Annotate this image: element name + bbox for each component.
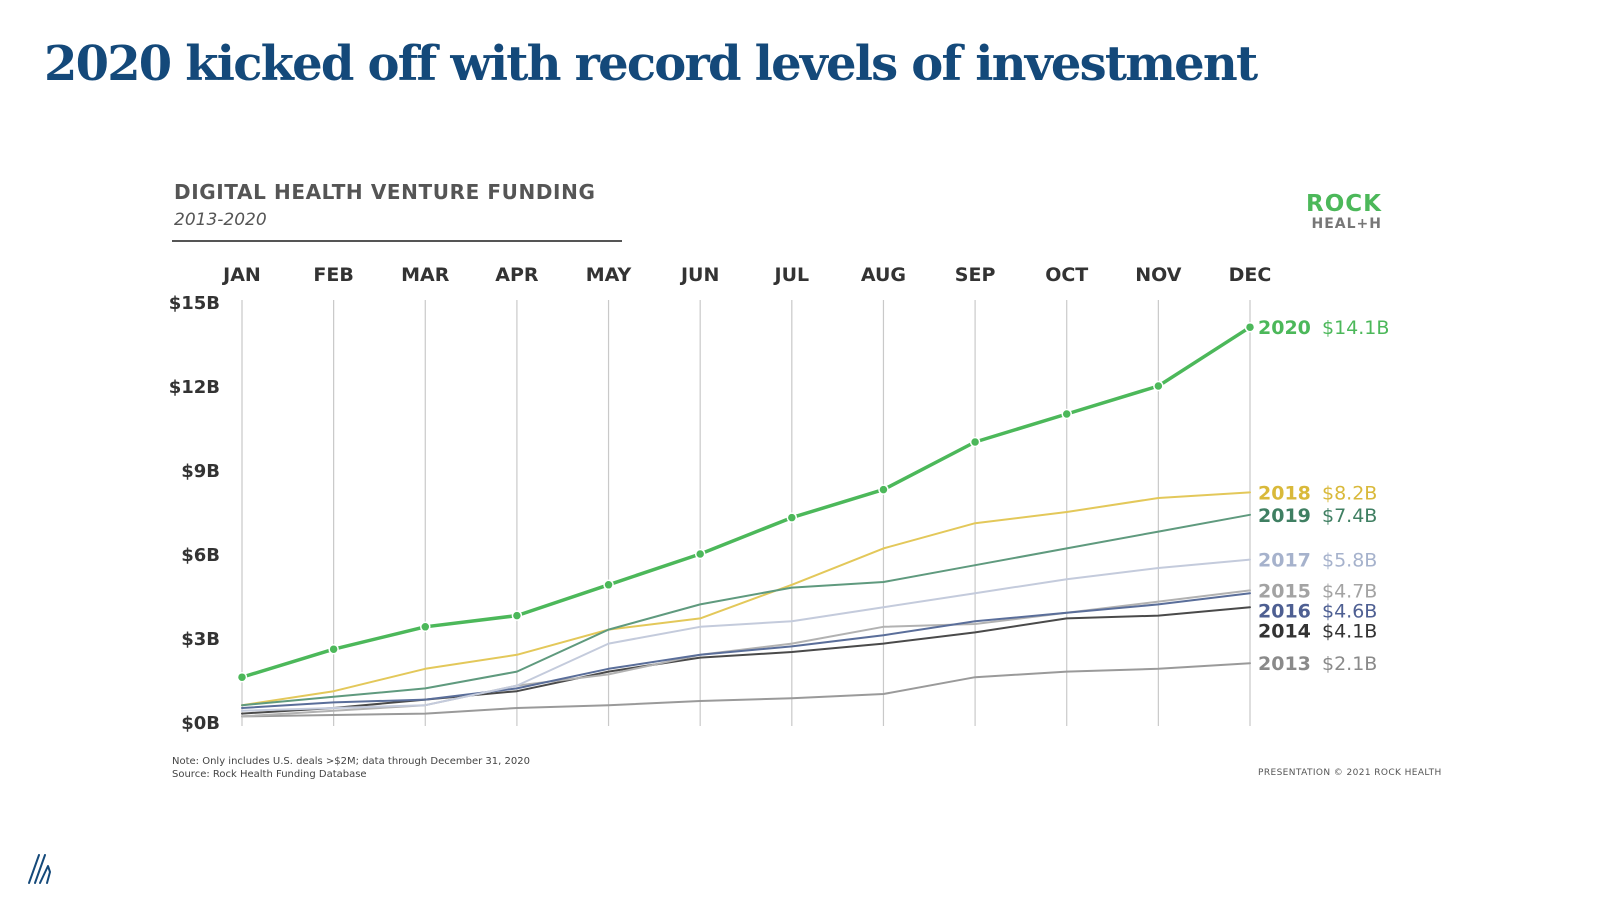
x-tick-label-oct: OCT: [1045, 264, 1088, 286]
x-tick-label-apr: APR: [495, 264, 539, 286]
y-tick-label-9: $9B: [181, 461, 220, 482]
y-axis-tick-labels: $0B $3B $6B $9B $12B $15B: [169, 293, 220, 734]
series-label-2017: 2017: [1258, 550, 1311, 572]
y-tick-label-12: $12B: [169, 377, 220, 398]
series-point-2020-jan: [236, 671, 248, 683]
series-label-2020: 2020: [1258, 317, 1311, 339]
vertical-gridlines: [241, 300, 1251, 726]
series-point-2020-may: [603, 579, 614, 591]
note-text: Note: Only includes U.S. deals >$2M; dat…: [172, 756, 530, 767]
series-end-value-2016: $4.6B: [1322, 600, 1377, 622]
logo-line-rock: ROCK: [1306, 191, 1382, 217]
series-end-value-2019: $7.4B: [1322, 505, 1377, 527]
rock-health-logo: ROCK HEAL+H: [1306, 192, 1382, 232]
x-tick-label-dec: DEC: [1229, 264, 1272, 286]
x-tick-label-jun: JUN: [679, 264, 719, 286]
series-end-value-2018: $8.2B: [1322, 482, 1377, 504]
series-label-2013: 2013: [1258, 653, 1311, 675]
series-point-2020-jun: [694, 548, 706, 560]
y-tick-label-0: $0B: [181, 713, 220, 734]
series-point-2020-oct: [1061, 408, 1072, 420]
series-line-2016: [241, 592, 1251, 709]
series-line-2018: [241, 491, 1251, 707]
series-line-2013: [241, 662, 1251, 718]
x-tick-label-jan: JAN: [221, 264, 261, 286]
slide-title: 2020 kicked off with record levels of in…: [44, 36, 1258, 92]
copyright-text: PRESENTATION © 2021 ROCK HEALTH: [1258, 768, 1442, 778]
series-point-2020-aug: [878, 484, 889, 495]
series-label-2019: 2019: [1258, 505, 1311, 527]
x-tick-label-feb: FEB: [313, 264, 353, 286]
chart-title: DIGITAL HEALTH VENTURE FUNDING: [174, 180, 596, 204]
x-tick-label-mar: MAR: [401, 264, 450, 286]
series-line-2019: [241, 513, 1251, 707]
y-tick-label-6: $6B: [181, 545, 220, 566]
series-line-2020: [240, 325, 1252, 679]
slash-logo-icon: [28, 854, 51, 884]
chart-footnote: Note: Only includes U.S. deals >$2M; dat…: [172, 755, 530, 781]
series-end-value-2014: $4.1B: [1322, 620, 1377, 642]
series-lines: [236, 321, 1256, 718]
series-end-value-2017: $5.8B: [1322, 550, 1377, 572]
series-label-2018: 2018: [1258, 482, 1311, 504]
series-point-2020-sep: [969, 436, 981, 448]
x-axis-month-labels: JAN FEB MAR APR MAY JUN JUL AUG SEP OCT NOV DEC: [221, 264, 1271, 286]
series-point-2020-mar: [420, 621, 431, 633]
series-point-2020-dec: [1244, 321, 1256, 333]
y-tick-label-3: $3B: [181, 629, 220, 650]
series-point-2020-apr: [511, 610, 523, 621]
x-tick-label-aug: AUG: [861, 264, 906, 286]
x-tick-label-may: MAY: [586, 264, 632, 286]
y-tick-label-15: $15B: [169, 293, 220, 314]
series-end-labels: 2013 $2.1B 2014 $4.1B 2015 $4.7B 2016 $4.6B 2017…: [1258, 317, 1389, 675]
series-end-value-2015: $4.7B: [1322, 580, 1377, 602]
series-label-2015: 2015: [1258, 580, 1311, 602]
series-end-value-2013: $2.1B: [1322, 653, 1377, 675]
series-point-2020-jul: [786, 512, 798, 523]
chart-title-rule: [172, 240, 622, 242]
series-point-2020-feb: [328, 643, 339, 655]
source-text: Source: Rock Health Funding Database: [172, 769, 367, 780]
series-point-2020-nov: [1153, 380, 1164, 392]
series-label-2016: 2016: [1258, 600, 1311, 622]
chart-subtitle: 2013-2020: [174, 210, 267, 230]
x-tick-label-nov: NOV: [1135, 264, 1182, 286]
series-line-2017: [241, 558, 1251, 712]
logo-line-health: HEAL+H: [1311, 216, 1382, 232]
series-label-2014: 2014: [1258, 620, 1311, 642]
x-tick-label-jul: JUL: [773, 264, 810, 286]
x-tick-label-sep: SEP: [955, 264, 996, 286]
series-end-value-2020: $14.1B: [1322, 317, 1389, 339]
